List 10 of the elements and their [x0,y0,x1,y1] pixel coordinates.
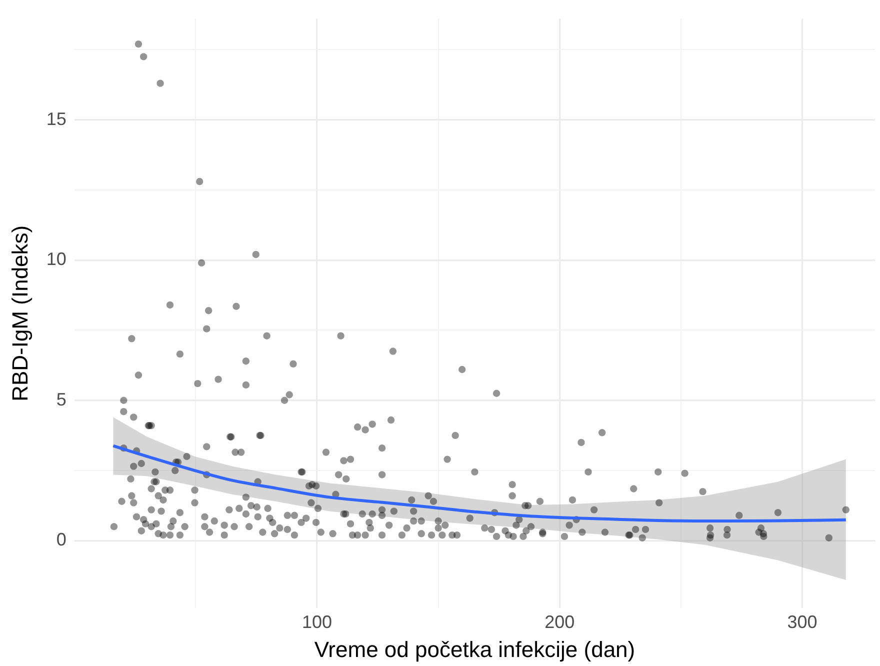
y-tick-label: 10 [46,249,66,270]
x-tick-label: 300 [787,612,818,632]
x-axis-title: Vreme od početka infekcije (dan) [314,636,636,662]
line-series [112,444,848,523]
y-tick-label: 15 [46,108,66,129]
x-tick-label: 100 [302,612,332,632]
y-tick-label: 0 [56,530,66,550]
y-tick-label: 5 [56,389,66,410]
y-axis-title: RBD-IgM (Indeks) [7,225,32,402]
x-tick-label: 200 [544,612,575,632]
